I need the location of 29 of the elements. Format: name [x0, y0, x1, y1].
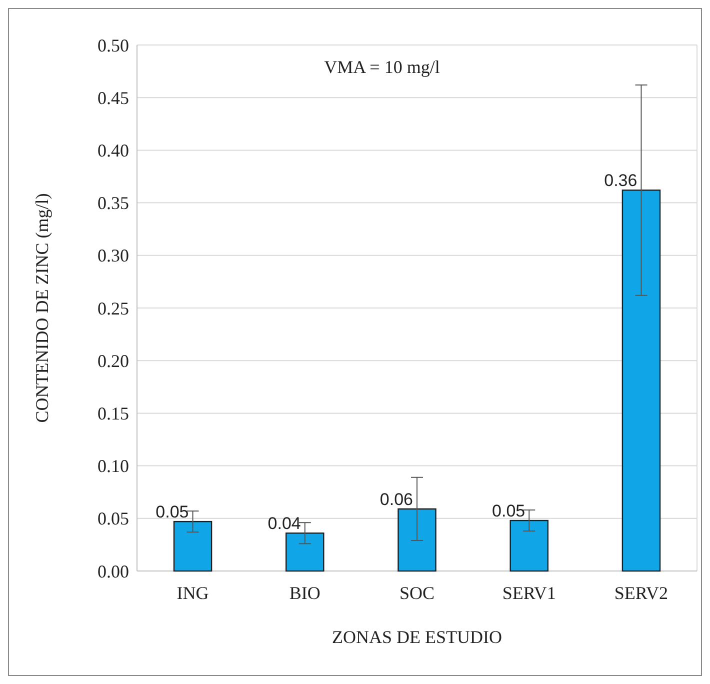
data-label: 0.05 [492, 502, 526, 521]
data-label: 0.36 [604, 171, 638, 190]
y-tick-label: 0.50 [98, 35, 129, 56]
x-tick-label: SERV1 [502, 583, 556, 603]
bar [286, 532, 324, 572]
x-tick-label: SERV2 [614, 583, 668, 603]
bar [622, 190, 661, 572]
y-tick-label: 0.05 [98, 508, 129, 529]
y-tick-label: 0.30 [98, 246, 129, 266]
y-tick-label: 0.40 [98, 140, 129, 160]
x-tick-label: ING [176, 583, 209, 603]
y-tick-label: 0.15 [98, 404, 129, 424]
y-axis-title: CONTENIDO DE ZINC (mg/l) [32, 193, 52, 423]
y-tick-label: 0.25 [98, 298, 129, 318]
data-label: 0.05 [156, 502, 189, 522]
bar [398, 508, 436, 572]
bar [510, 520, 548, 572]
y-tick-label: 0.45 [98, 88, 129, 108]
x-tick-label: BIO [289, 583, 320, 603]
bar [173, 520, 212, 572]
y-tick-label: 0.00 [98, 561, 129, 582]
x-axis-title: ZONAS DE ESTUDIO [332, 627, 502, 647]
data-label: 0.06 [380, 490, 413, 509]
x-tick-label: SOC [399, 583, 435, 603]
annotation: VMA = 10 mg/l [324, 57, 440, 77]
y-tick-label: 0.20 [98, 350, 129, 371]
y-tick-label: 0.35 [98, 193, 129, 214]
y-tick-label: 0.10 [98, 456, 129, 476]
data-label: 0.04 [268, 514, 301, 534]
